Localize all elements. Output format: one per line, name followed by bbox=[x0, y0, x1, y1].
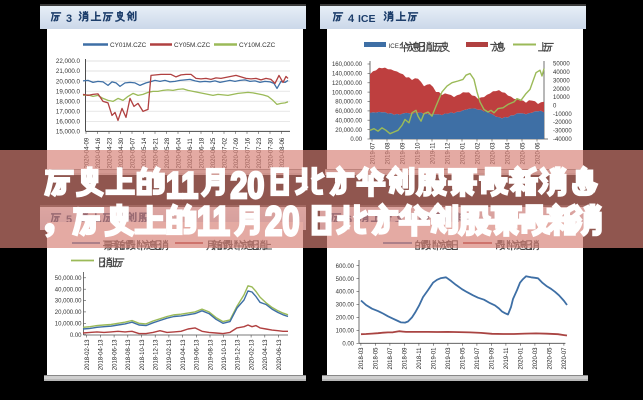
svg-text:-20000: -20000 bbox=[553, 120, 572, 126]
svg-text:500.00: 500.00 bbox=[336, 277, 355, 283]
svg-text:50,000.00: 50,000.00 bbox=[55, 276, 82, 282]
svg-text:30000: 30000 bbox=[553, 78, 570, 84]
svg-text:100.00: 100.00 bbox=[336, 329, 355, 335]
svg-text:2020-01: 2020-01 bbox=[519, 347, 525, 370]
svg-text:10,000.00: 10,000.00 bbox=[55, 322, 82, 328]
svg-text:140,000.00: 140,000.00 bbox=[332, 72, 363, 78]
svg-text:50000: 50000 bbox=[553, 62, 570, 68]
svg-text:3: 3 bbox=[66, 13, 72, 25]
svg-text:160,000.00: 160,000.00 bbox=[332, 62, 363, 68]
svg-text:2020-07: 2020-07 bbox=[562, 347, 568, 370]
svg-text:-10000: -10000 bbox=[553, 112, 572, 118]
svg-text:2018-06-13: 2018-06-13 bbox=[112, 339, 118, 370]
svg-text:2019-10-13: 2019-10-13 bbox=[222, 339, 228, 370]
svg-text:2019-04-13: 2019-04-13 bbox=[181, 339, 187, 370]
svg-text:120,000.00: 120,000.00 bbox=[332, 81, 363, 87]
svg-text:40000: 40000 bbox=[553, 70, 570, 76]
svg-text:2019-06-13: 2019-06-13 bbox=[195, 339, 201, 370]
svg-text:2020-05: 2020-05 bbox=[548, 347, 554, 370]
svg-text:16,000.0: 16,000.0 bbox=[56, 119, 81, 126]
svg-text:2018-10-13: 2018-10-13 bbox=[140, 339, 146, 370]
svg-text:20: 20 bbox=[230, 165, 264, 207]
svg-text:0.00: 0.00 bbox=[350, 137, 362, 143]
svg-text:2019-02-13: 2019-02-13 bbox=[167, 339, 173, 370]
svg-text:0.00: 0.00 bbox=[342, 342, 354, 348]
svg-text:20,000.00: 20,000.00 bbox=[335, 128, 362, 134]
svg-text:15,000.0: 15,000.0 bbox=[56, 129, 81, 136]
svg-text:2019-01: 2019-01 bbox=[432, 347, 438, 370]
svg-text:20,000.00: 20,000.00 bbox=[55, 310, 82, 316]
svg-text:600.00: 600.00 bbox=[336, 264, 355, 270]
svg-text:40,000.00: 40,000.00 bbox=[335, 119, 362, 125]
svg-text:-40000: -40000 bbox=[553, 137, 572, 143]
svg-text:2018-03: 2018-03 bbox=[359, 347, 365, 370]
svg-text:17,000.0: 17,000.0 bbox=[56, 109, 81, 116]
svg-text:0: 0 bbox=[553, 104, 557, 110]
svg-text:0.00: 0.00 bbox=[70, 333, 82, 339]
svg-text:2019-05: 2019-05 bbox=[461, 347, 467, 370]
svg-text:2018-07: 2018-07 bbox=[388, 347, 394, 370]
svg-text:400.00: 400.00 bbox=[336, 290, 355, 296]
svg-text:100,000.00: 100,000.00 bbox=[332, 90, 363, 96]
svg-text:CY10M.CZC: CY10M.CZC bbox=[239, 42, 276, 49]
svg-text:300.00: 300.00 bbox=[336, 303, 355, 309]
svg-text:2018-11: 2018-11 bbox=[417, 347, 423, 369]
svg-text:2020-06-13: 2020-06-13 bbox=[277, 339, 283, 370]
svg-text:10000: 10000 bbox=[553, 95, 570, 101]
svg-text:2019-11: 2019-11 bbox=[504, 347, 510, 369]
svg-text:11: 11 bbox=[166, 165, 198, 207]
svg-text:ICE: ICE bbox=[389, 43, 399, 50]
svg-text:20,000.0: 20,000.0 bbox=[56, 78, 81, 85]
svg-text:18,000.0: 18,000.0 bbox=[56, 98, 81, 105]
svg-text:19,000.0: 19,000.0 bbox=[56, 88, 81, 95]
svg-text:2018-04-13: 2018-04-13 bbox=[99, 339, 105, 370]
svg-text:2020-02-13: 2020-02-13 bbox=[249, 339, 255, 370]
svg-text:2018-02-13: 2018-02-13 bbox=[85, 339, 91, 370]
svg-text:200.00: 200.00 bbox=[336, 316, 355, 322]
svg-text:11: 11 bbox=[197, 198, 230, 244]
svg-text:2019-09: 2019-09 bbox=[490, 347, 496, 370]
svg-text:ICE: ICE bbox=[358, 13, 376, 25]
svg-text:2019-03: 2019-03 bbox=[446, 347, 452, 370]
svg-text:CY01M.CZC: CY01M.CZC bbox=[110, 42, 147, 49]
svg-text:4: 4 bbox=[348, 13, 355, 25]
svg-text:2018-09: 2018-09 bbox=[403, 347, 409, 370]
svg-text:2019-07: 2019-07 bbox=[475, 347, 481, 370]
svg-text:CY05M.CZC: CY05M.CZC bbox=[174, 42, 211, 49]
svg-text:60,000.00: 60,000.00 bbox=[335, 109, 362, 115]
svg-text:2018-05: 2018-05 bbox=[374, 347, 380, 370]
svg-text:80,000.00: 80,000.00 bbox=[335, 100, 362, 106]
svg-text:2019-12-13: 2019-12-13 bbox=[236, 339, 242, 370]
svg-text:30,000.00: 30,000.00 bbox=[55, 299, 82, 305]
svg-text:20000: 20000 bbox=[553, 87, 570, 93]
svg-text:2018-12-13: 2018-12-13 bbox=[154, 339, 160, 370]
svg-text:21,000.0: 21,000.0 bbox=[56, 68, 81, 75]
svg-text:22,000.0: 22,000.0 bbox=[56, 58, 81, 65]
svg-text:2020-03: 2020-03 bbox=[533, 347, 539, 370]
svg-text:2020-04-13: 2020-04-13 bbox=[263, 339, 269, 370]
svg-text:40,000.00: 40,000.00 bbox=[55, 287, 82, 293]
svg-text:2019-08-13: 2019-08-13 bbox=[208, 339, 214, 370]
svg-text:2018-08-13: 2018-08-13 bbox=[126, 339, 132, 370]
svg-text:20: 20 bbox=[265, 198, 300, 244]
svg-text:-30000: -30000 bbox=[553, 129, 572, 135]
